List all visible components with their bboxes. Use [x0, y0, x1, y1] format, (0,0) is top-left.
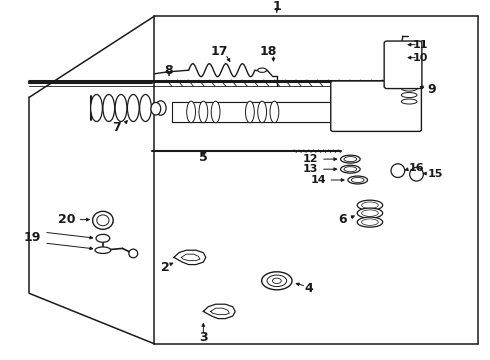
FancyBboxPatch shape — [331, 81, 421, 131]
Ellipse shape — [211, 101, 220, 123]
Ellipse shape — [344, 157, 357, 162]
Ellipse shape — [341, 165, 360, 173]
Ellipse shape — [357, 200, 383, 210]
Ellipse shape — [391, 164, 405, 177]
Text: 1: 1 — [272, 0, 281, 13]
Ellipse shape — [91, 94, 102, 122]
Text: 14: 14 — [310, 175, 326, 185]
Ellipse shape — [401, 93, 417, 98]
Text: 3: 3 — [199, 331, 208, 344]
Text: 13: 13 — [303, 164, 318, 174]
Ellipse shape — [272, 278, 281, 284]
Ellipse shape — [151, 102, 161, 115]
Ellipse shape — [262, 272, 292, 290]
Text: 16: 16 — [409, 163, 425, 174]
Ellipse shape — [258, 101, 267, 123]
Ellipse shape — [348, 176, 368, 184]
Ellipse shape — [155, 101, 166, 115]
Ellipse shape — [401, 99, 417, 104]
Ellipse shape — [97, 215, 109, 226]
Ellipse shape — [401, 80, 417, 85]
Text: 4: 4 — [304, 282, 313, 295]
Ellipse shape — [341, 155, 360, 163]
Ellipse shape — [258, 68, 267, 72]
Ellipse shape — [187, 101, 196, 123]
Text: 19: 19 — [24, 231, 41, 244]
Ellipse shape — [95, 247, 111, 253]
Ellipse shape — [103, 94, 115, 122]
Ellipse shape — [357, 208, 383, 218]
Ellipse shape — [140, 94, 151, 122]
Ellipse shape — [245, 101, 254, 123]
Ellipse shape — [129, 249, 138, 258]
Ellipse shape — [267, 275, 287, 287]
FancyBboxPatch shape — [384, 41, 422, 89]
Ellipse shape — [362, 219, 378, 225]
Ellipse shape — [96, 234, 110, 242]
Text: 18: 18 — [260, 45, 277, 58]
Text: 6: 6 — [338, 213, 347, 226]
Text: 8: 8 — [165, 64, 173, 77]
Ellipse shape — [344, 167, 357, 172]
Ellipse shape — [391, 55, 406, 60]
Ellipse shape — [401, 86, 417, 91]
Text: 17: 17 — [210, 45, 228, 58]
Ellipse shape — [401, 73, 417, 78]
Ellipse shape — [115, 94, 127, 122]
Ellipse shape — [362, 202, 378, 208]
Ellipse shape — [410, 167, 423, 181]
FancyBboxPatch shape — [172, 102, 333, 122]
Ellipse shape — [391, 42, 406, 48]
Text: 2: 2 — [161, 261, 170, 274]
Text: 12: 12 — [303, 154, 318, 164]
Ellipse shape — [362, 210, 378, 216]
Text: 11: 11 — [413, 40, 428, 50]
Ellipse shape — [127, 94, 139, 122]
Ellipse shape — [270, 101, 279, 123]
Text: 5: 5 — [199, 151, 208, 164]
Ellipse shape — [93, 211, 113, 229]
Ellipse shape — [199, 101, 208, 123]
Text: 15: 15 — [428, 168, 443, 179]
Ellipse shape — [351, 177, 364, 183]
Text: 20: 20 — [58, 213, 76, 226]
Text: 7: 7 — [112, 121, 121, 134]
Text: 10: 10 — [413, 53, 428, 63]
Text: 9: 9 — [427, 83, 436, 96]
Ellipse shape — [357, 217, 383, 227]
